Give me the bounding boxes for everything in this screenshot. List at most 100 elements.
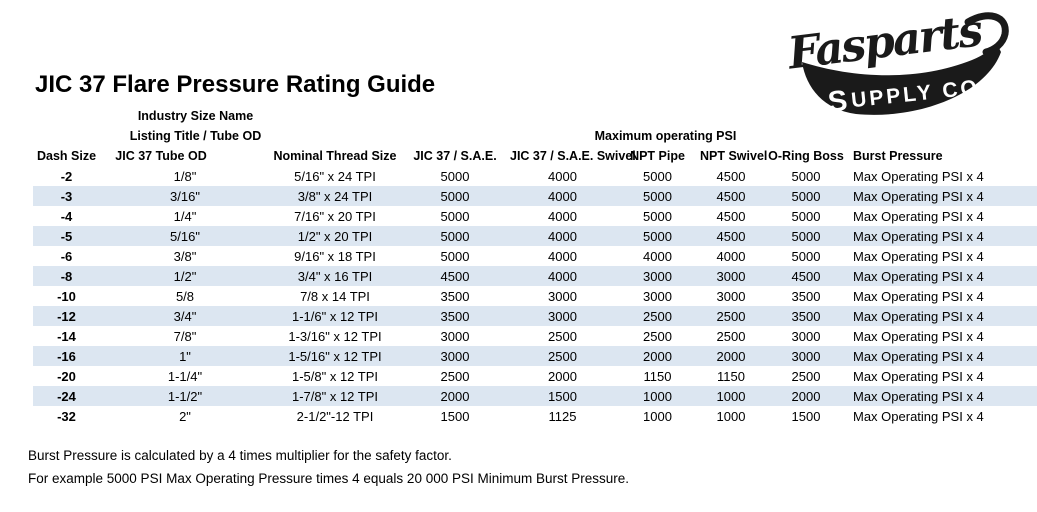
- brand-logo: Fasparts SUPPLY CO.: [772, 2, 1034, 130]
- npt-swivel-psi-cell: 4500: [716, 208, 746, 224]
- jic-sae-psi-cell: 3000: [440, 328, 470, 344]
- jic-sae-swivel-psi-cell: 1125: [548, 408, 577, 424]
- logo-swoosh-shape: [802, 44, 1001, 115]
- oring-boss-psi-cell: 3500: [791, 308, 821, 324]
- thread-size-cell: 7/8 x 14 TPI: [300, 288, 370, 304]
- thread-size-cell: 3/8" x 24 TPI: [297, 188, 373, 204]
- tube-od-cell: 3/4": [173, 308, 197, 324]
- thread-size-cell: 1-3/16" x 12 TPI: [288, 328, 382, 344]
- oring-boss-psi-cell: 3000: [791, 328, 821, 344]
- burst-pressure-cell: Max Operating PSI x 4: [853, 168, 984, 184]
- npt-swivel-psi-cell: 4500: [716, 228, 746, 244]
- thread-size-cell: 1/2" x 20 TPI: [297, 228, 373, 244]
- thread-size-cell: 9/16" x 18 TPI: [294, 248, 376, 264]
- tube-od-cell: 5/8: [175, 288, 195, 304]
- dash-size-cell: -24: [57, 388, 76, 404]
- table-row: -10 5/8 7/8 x 14 TPI 3500 3000 3000 3000…: [33, 286, 1037, 306]
- burst-pressure-cell: Max Operating PSI x 4: [853, 308, 984, 324]
- dash-size-cell: -6: [60, 248, 73, 264]
- npt-pipe-psi-cell: 3000: [643, 288, 672, 304]
- footnotes: Burst Pressure is calculated by a 4 time…: [28, 444, 629, 490]
- table-row: -32 2" 2-1/2"-12 TPI 1500 1125 1000 1000…: [33, 406, 1037, 426]
- column-header-jic-sae: JIC 37 / S.A.E.: [413, 149, 497, 163]
- jic-sae-psi-cell: 5000: [440, 168, 470, 184]
- burst-pressure-cell: Max Operating PSI x 4: [853, 188, 984, 204]
- npt-swivel-psi-cell: 1000: [716, 388, 746, 404]
- npt-pipe-psi-cell: 5000: [643, 228, 672, 244]
- burst-pressure-cell: Max Operating PSI x 4: [853, 248, 984, 264]
- jic-sae-psi-cell: 3000: [440, 348, 470, 364]
- oring-boss-psi-cell: 4500: [791, 268, 821, 284]
- dash-size-cell: -10: [57, 288, 76, 304]
- oring-boss-psi-cell: 5000: [791, 168, 821, 184]
- column-header-jic-sae-swivel: JIC 37 / S.A.E. Swivel: [510, 149, 636, 163]
- thread-size-cell: 7/16" x 20 TPI: [294, 208, 376, 224]
- table-row: -3 3/16" 3/8" x 24 TPI 5000 4000 5000 45…: [33, 186, 1037, 206]
- jic-sae-psi-cell: 5000: [440, 188, 470, 204]
- jic-sae-swivel-psi-cell: 4000: [548, 208, 577, 224]
- thread-size-cell: 1-5/16" x 12 TPI: [288, 348, 382, 364]
- column-header-thread-size: Nominal Thread Size: [273, 149, 397, 163]
- jic-sae-swivel-psi-cell: 3000: [548, 288, 577, 304]
- npt-swivel-psi-cell: 3000: [716, 288, 746, 304]
- psi-group-header: Maximum operating PSI: [594, 129, 737, 143]
- tube-od-cell: 1/8": [173, 168, 197, 184]
- table-row: -16 1" 1-5/16" x 12 TPI 3000 2500 2000 2…: [33, 346, 1037, 366]
- oring-boss-psi-cell: 2000: [791, 388, 821, 404]
- tube-od-cell: 1/2": [173, 268, 197, 284]
- table-row: -2 1/8" 5/16" x 24 TPI 5000 4000 5000 45…: [33, 166, 1037, 186]
- npt-swivel-psi-cell: 4000: [716, 248, 746, 264]
- dash-size-cell: -12: [57, 308, 76, 324]
- logo-swoosh-curl: [964, 12, 1009, 56]
- dash-size-cell: -20: [57, 368, 76, 384]
- dash-size-cell: -4: [60, 208, 73, 224]
- npt-swivel-psi-cell: 2500: [716, 328, 746, 344]
- stacked-header-line1: Industry Size Name: [137, 109, 254, 123]
- column-header-npt-swivel: NPT Swivel: [700, 149, 768, 163]
- table-row: -12 3/4" 1-1/6" x 12 TPI 3500 3000 2500 …: [33, 306, 1037, 326]
- logo-graphic: Fasparts SUPPLY CO.: [783, 5, 1009, 119]
- dash-size-cell: -32: [57, 408, 76, 424]
- column-header-dash-size: Dash Size: [36, 149, 97, 163]
- page-title: JIC 37 Flare Pressure Rating Guide: [35, 71, 436, 98]
- jic-sae-swivel-psi-cell: 4000: [548, 228, 577, 244]
- npt-swivel-psi-cell: 1150: [717, 368, 745, 384]
- jic-sae-psi-cell: 2500: [440, 368, 470, 384]
- thread-size-cell: 5/16" x 24 TPI: [294, 168, 376, 184]
- burst-pressure-cell: Max Operating PSI x 4: [853, 328, 984, 344]
- dash-size-cell: -2: [60, 168, 73, 184]
- jic-sae-swivel-psi-cell: 2500: [548, 348, 577, 364]
- npt-swivel-psi-cell: 2000: [716, 348, 746, 364]
- footnote-line-1: Burst Pressure is calculated by a 4 time…: [28, 448, 452, 463]
- npt-pipe-psi-cell: 5000: [643, 188, 672, 204]
- npt-pipe-psi-cell: 2500: [643, 328, 672, 344]
- npt-pipe-psi-cell: 1150: [643, 368, 672, 384]
- thread-size-cell: 2-1/2"-12 TPI: [296, 408, 374, 424]
- thread-size-cell: 1-5/8" x 12 TPI: [291, 368, 379, 384]
- jic-sae-psi-cell: 3500: [440, 288, 470, 304]
- jic-sae-psi-cell: 5000: [440, 228, 470, 244]
- oring-boss-psi-cell: 5000: [791, 248, 821, 264]
- table-row: -14 7/8" 1-3/16" x 12 TPI 3000 2500 2500…: [33, 326, 1037, 346]
- column-header-npt-pipe: NPT Pipe: [630, 149, 685, 163]
- burst-pressure-cell: Max Operating PSI x 4: [853, 368, 984, 384]
- burst-pressure-cell: Max Operating PSI x 4: [853, 268, 984, 284]
- table-row: -20 1-1/4" 1-5/8" x 12 TPI 2500 2000 115…: [33, 366, 1037, 386]
- burst-pressure-cell: Max Operating PSI x 4: [853, 348, 984, 364]
- npt-pipe-psi-cell: 2500: [643, 308, 672, 324]
- thread-size-cell: 3/4" x 16 TPI: [297, 268, 373, 284]
- jic-sae-swivel-psi-cell: 2000: [548, 368, 577, 384]
- npt-pipe-psi-cell: 1000: [643, 388, 672, 404]
- burst-pressure-cell: Max Operating PSI x 4: [853, 228, 984, 244]
- npt-swivel-psi-cell: 4500: [716, 188, 746, 204]
- dash-size-cell: -3: [60, 188, 73, 204]
- jic-sae-swivel-psi-cell: 1500: [548, 388, 577, 404]
- burst-pressure-cell: Max Operating PSI x 4: [853, 208, 984, 224]
- dash-size-cell: -5: [60, 228, 73, 244]
- dash-size-cell: -16: [57, 348, 76, 364]
- tube-od-cell: 3/8": [173, 248, 197, 264]
- tube-od-cell: 2": [179, 408, 191, 424]
- tube-od-cell: 1": [179, 348, 191, 364]
- footnote-line-2: For example 5000 PSI Max Operating Press…: [28, 471, 630, 486]
